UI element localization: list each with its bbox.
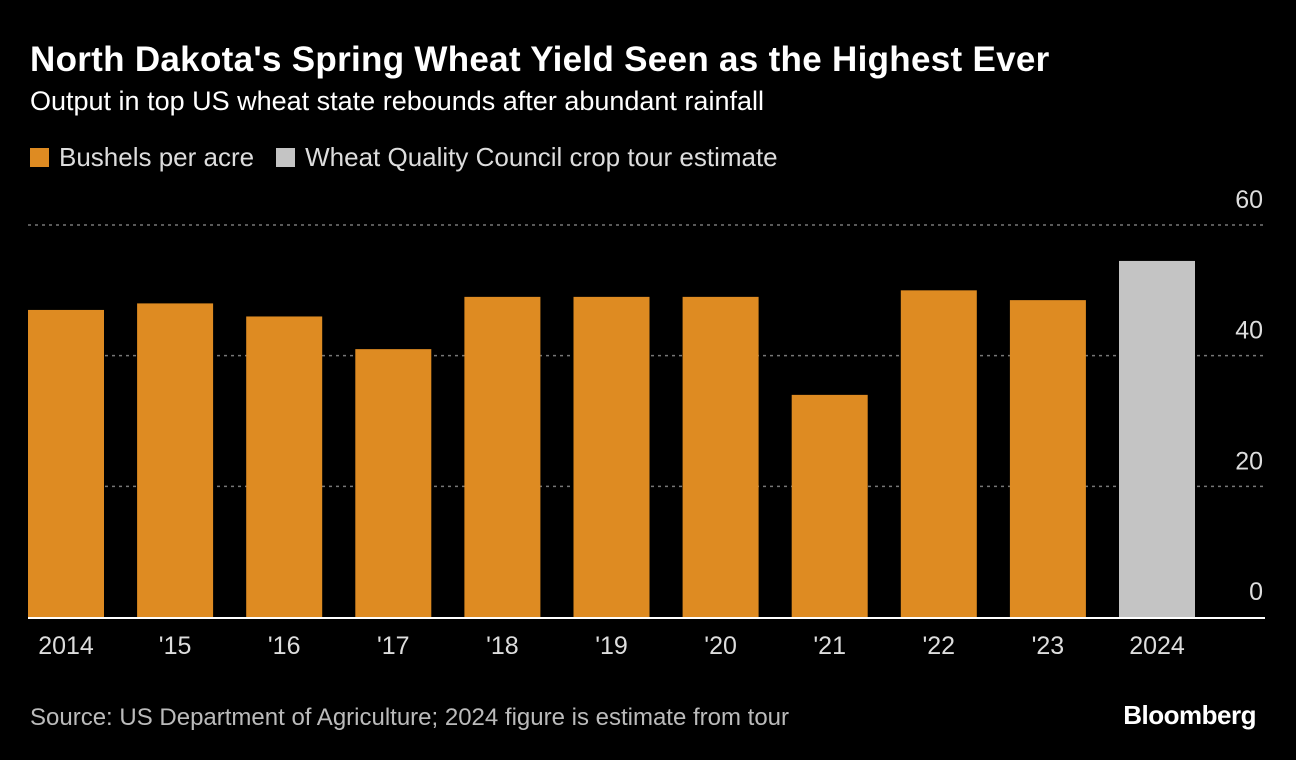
x-tick-label-1: '15	[159, 632, 192, 660]
legend-swatch-actual	[30, 148, 49, 167]
bar-estimate-10	[1119, 260, 1195, 617]
bloomberg-logo: Bloomberg	[1123, 700, 1256, 730]
bar-actual-3	[355, 349, 432, 617]
x-tick-label-5: '19	[595, 632, 628, 660]
source-note: Source: US Department of Agriculture; 20…	[30, 704, 790, 731]
legend-label-actual: Bushels per acre	[59, 142, 255, 172]
bar-actual-4	[464, 296, 541, 617]
bar-actual-5	[573, 296, 650, 617]
legend-label-estimate: Wheat Quality Council crop tour estimate	[305, 142, 778, 172]
bar-chart: 0 20 40 60 2014 '15 '16 '17 '18 '19 '20 '21 '22 '23 20…	[28, 186, 1265, 660]
legend: Bushels per acre Wheat Quality Council c…	[30, 142, 800, 173]
legend-item-estimate: Wheat Quality Council crop tour estimate	[276, 142, 778, 173]
y-tick-label-0: 0	[1249, 578, 1263, 606]
bar-actual-8	[900, 290, 977, 617]
bar-actual-7	[791, 394, 868, 617]
bar-actual-9	[1009, 300, 1086, 617]
x-tick-label-4: '18	[486, 632, 519, 660]
bar-actual-1	[137, 303, 214, 617]
bar-actual-2	[246, 316, 323, 617]
y-tick-label-40: 40	[1235, 317, 1263, 345]
x-tick-label-9: '23	[1032, 632, 1065, 660]
x-tick-label-2: '16	[268, 632, 301, 660]
x-tick-label-0: 2014	[38, 632, 94, 660]
bar-actual-6	[682, 296, 759, 617]
y-tick-label-60: 60	[1235, 186, 1263, 214]
y-tick-label-20: 20	[1235, 447, 1263, 475]
x-tick-label-3: '17	[377, 632, 410, 660]
x-tick-label-10: 2024	[1129, 632, 1185, 660]
legend-swatch-estimate	[276, 148, 296, 167]
x-tick-label-6: '20	[704, 632, 737, 660]
x-tick-label-8: '22	[923, 632, 956, 660]
chart-subtitle: Output in top US wheat state rebounds af…	[30, 86, 764, 116]
x-tick-label-7: '21	[813, 632, 846, 660]
bar-actual-0	[28, 309, 104, 617]
chart-title: North Dakota's Spring Wheat Yield Seen a…	[30, 40, 1050, 79]
legend-item-actual: Bushels per acre	[30, 142, 254, 173]
